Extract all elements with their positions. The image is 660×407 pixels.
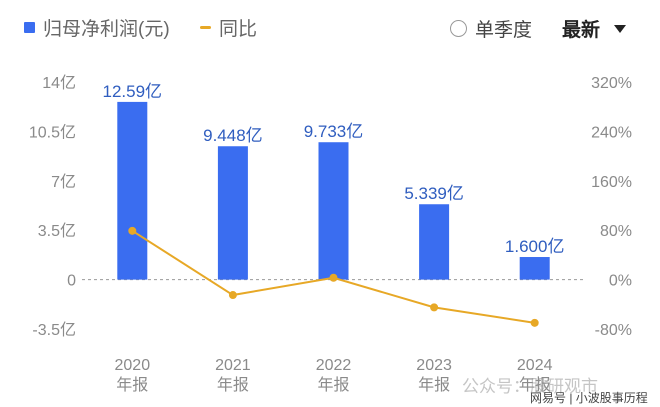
y-left-tick-label: 10.5亿 [29, 123, 76, 141]
x-tick-report: 年报 [116, 376, 148, 394]
yoy-point [128, 226, 137, 235]
footer-text: 网易号 | 小波股事历程 [530, 391, 648, 405]
legend-label-net-profit: 归母净利润(元) [43, 19, 170, 40]
footer-watermark: 网易号 | 小波股事历程 [530, 389, 648, 406]
bar [519, 257, 550, 280]
y-right-tick-label: 0% [609, 273, 632, 290]
bar-value-label: 1.600亿 [505, 237, 565, 256]
x-tick-report: 年报 [317, 376, 349, 394]
y-left-tick-label: -3.5亿 [32, 321, 76, 339]
bar-value-label: 5.339亿 [404, 184, 464, 203]
quarterly-radio-label: 单季度 [475, 20, 533, 41]
yoy-point [329, 273, 338, 282]
radio-circle-icon [450, 20, 467, 37]
legend-item-yoy[interactable]: 同比 [200, 14, 257, 41]
caret-down-icon [614, 24, 627, 33]
y-right-tick-label: 80% [600, 223, 632, 240]
yoy-point [430, 303, 439, 312]
y-right-tick-label: 160% [591, 174, 632, 191]
legend-label-yoy: 同比 [219, 19, 258, 40]
x-tick-report: 年报 [519, 376, 551, 394]
watermark: 公众号：股研观市 [462, 372, 598, 397]
quarterly-radio[interactable]: 单季度 [450, 15, 532, 42]
y-left-tick-label: 7亿 [51, 173, 76, 191]
sort-label: 最新 [562, 20, 601, 41]
x-tick-report: 年报 [418, 376, 450, 394]
bar [217, 146, 248, 280]
chart-legend: 归母净利润(元) 同比 单季度 最新 [0, 0, 660, 56]
y-left-tick-label: 14亿 [42, 74, 76, 92]
bar-value-label: 9.733亿 [304, 122, 364, 141]
yoy-point [228, 291, 237, 300]
y-right-tick-label: 320% [591, 75, 632, 92]
y-left-tick-label: 3.5亿 [38, 222, 76, 240]
x-tick-year: 2021 [215, 357, 251, 374]
bar [318, 142, 349, 280]
x-tick-year: 2023 [416, 357, 452, 374]
y-right-tick-label: 240% [591, 124, 632, 141]
x-tick-report: 年报 [217, 376, 249, 394]
bar [419, 204, 450, 280]
yoy-point [530, 318, 539, 327]
sort-dropdown[interactable]: 最新 [562, 15, 627, 42]
x-tick-year: 2020 [115, 357, 151, 374]
legend-item-net-profit[interactable]: 归母净利润(元) [24, 14, 170, 41]
bar-legend-swatch [24, 22, 35, 33]
y-left-tick-label: 0 [67, 273, 76, 290]
x-tick-year: 2024 [517, 357, 553, 374]
bar-value-label: 9.448亿 [203, 126, 263, 145]
bar [117, 101, 148, 280]
x-tick-year: 2022 [316, 357, 352, 374]
y-right-tick-label: -80% [595, 322, 632, 339]
watermark-text: 公众号：股研观市 [462, 377, 598, 396]
line-legend-swatch [200, 26, 211, 29]
bar-value-label: 12.59亿 [103, 82, 163, 101]
